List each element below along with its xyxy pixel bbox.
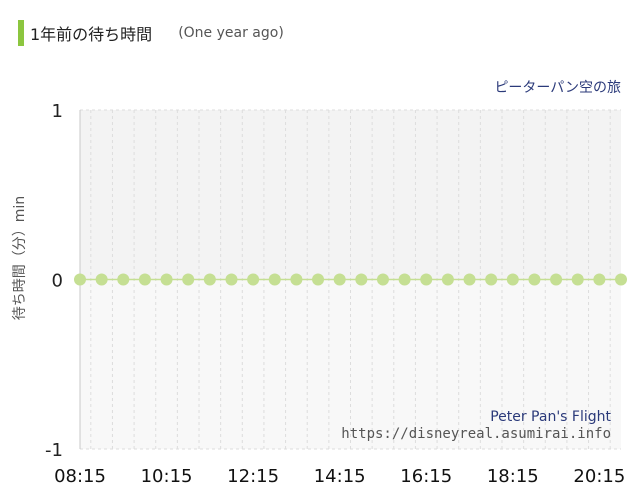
data-point	[528, 273, 541, 286]
data-point	[117, 273, 130, 286]
data-point	[290, 273, 303, 286]
data-point	[268, 273, 281, 286]
chart-header: 1年前の待ち時間 (One year ago)	[18, 20, 284, 46]
x-tick-label: 18:15	[487, 466, 539, 487]
x-tick-label: 20:15	[573, 466, 625, 487]
data-point	[376, 273, 389, 286]
attraction-name-label: ピーターパン空の旅	[494, 80, 621, 96]
y-tick-label: 1	[52, 101, 63, 122]
x-tick-label: 14:15	[314, 466, 366, 487]
chart-subtitle: (One year ago)	[178, 25, 284, 41]
chart-title: 1年前の待ち時間	[30, 25, 153, 44]
x-tick-label: 12:15	[227, 466, 279, 487]
data-point	[463, 273, 476, 286]
data-point	[74, 273, 86, 286]
header-accent-bar	[18, 20, 24, 46]
data-point	[182, 273, 195, 286]
x-tick-label: 16:15	[400, 466, 452, 487]
data-point	[312, 273, 325, 286]
data-point	[355, 273, 368, 286]
data-point	[615, 273, 627, 286]
x-tick-label: 08:15	[54, 466, 106, 487]
data-point	[247, 273, 260, 286]
data-point	[506, 273, 519, 286]
data-point	[571, 273, 584, 286]
data-point	[138, 273, 151, 286]
watermark-attraction-name: Peter Pan's Flight	[490, 409, 611, 425]
data-point	[593, 273, 606, 286]
data-point	[95, 273, 108, 286]
data-point	[420, 273, 433, 286]
y-tick-label: -1	[45, 440, 63, 461]
y-tick-labels: 1 0 -1	[45, 101, 63, 461]
x-tick-labels: 08:15 10:15 12:15 14:15 16:15 18:15 20:15	[54, 466, 625, 487]
data-point	[225, 273, 238, 286]
y-tick-label: 0	[52, 271, 63, 292]
data-point	[441, 273, 454, 286]
watermark-url: https://disneyreal.asumirai.info	[341, 426, 611, 442]
data-point	[550, 273, 563, 286]
data-point	[485, 273, 498, 286]
data-point	[160, 273, 173, 286]
data-point	[398, 273, 411, 286]
data-point	[203, 273, 216, 286]
y-axis-label: 待ち時間（分）min	[12, 196, 28, 320]
x-tick-label: 10:15	[141, 466, 193, 487]
data-point	[333, 273, 346, 286]
data-points	[74, 273, 627, 286]
